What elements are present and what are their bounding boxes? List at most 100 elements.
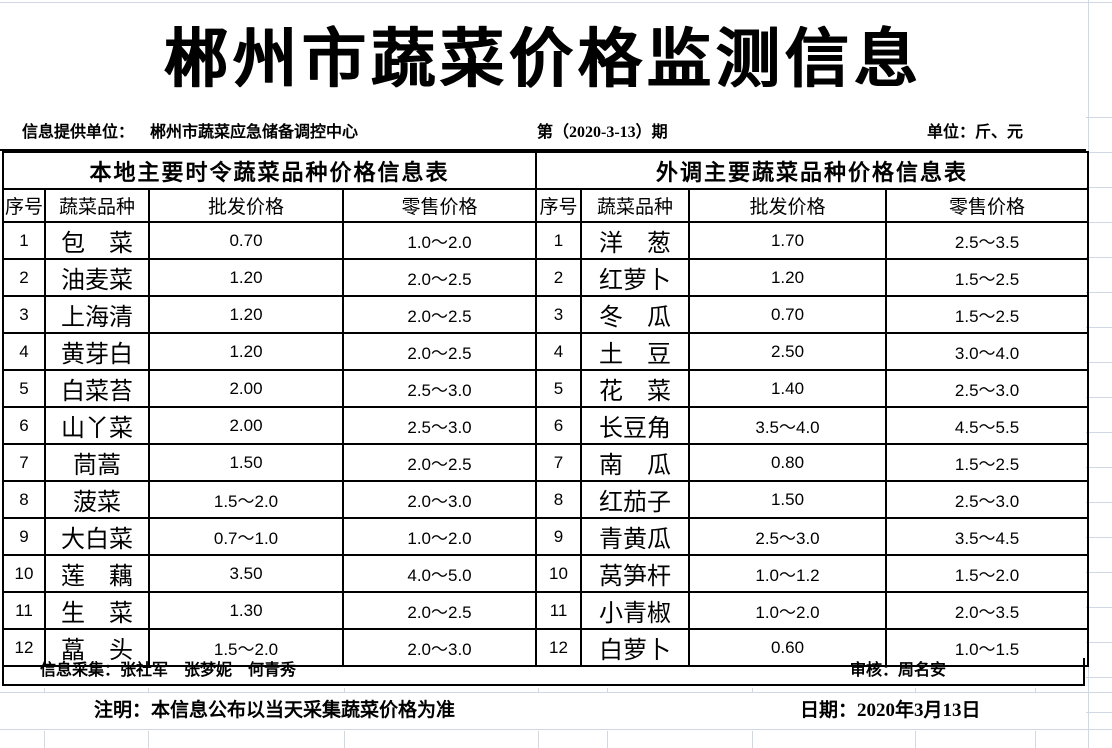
wholesale-price: 2.00 — [148, 369, 344, 408]
wholesale-price: 0.80 — [688, 443, 888, 482]
gridline-stub — [44, 731, 45, 748]
wholesale-price: 1.20 — [148, 295, 344, 334]
retail-price: 2.0～3.0 — [341, 628, 538, 667]
vegetable-name: 南 瓜 — [580, 443, 691, 482]
row-index: 3 — [2, 295, 46, 334]
gridlines-right-margin — [1086, 117, 1112, 718]
table-row: 8 红茄子 1.50 2.5～3.0 — [535, 480, 1090, 519]
retail-price: 1.0～1.5 — [885, 628, 1090, 667]
gridline-stub — [1035, 688, 1036, 692]
vegetable-name: 油麦菜 — [44, 258, 150, 297]
vegetable-name: 茼蒿 — [44, 443, 150, 482]
table-row: 3 上海清 1.20 2.0～2.5 — [2, 295, 538, 334]
vegetable-name: 花 菜 — [580, 369, 691, 408]
vegetable-name: 莴笋杆 — [580, 554, 691, 593]
table-row: 2 红萝卜 1.20 1.5～2.5 — [535, 258, 1090, 297]
retail-price: 2.0～2.5 — [341, 295, 538, 334]
table-row: 8 菠菜 1.5～2.0 2.0～3.0 — [2, 480, 538, 519]
retail-price: 2.0～3.5 — [885, 591, 1090, 630]
vegetable-name: 黄芽白 — [44, 332, 150, 371]
row-index: 6 — [2, 406, 46, 445]
gridline-top — [0, 2, 1112, 3]
wholesale-price: 1.20 — [688, 258, 888, 297]
row-index: 11 — [2, 591, 46, 630]
provider-name: 郴州市蔬菜应急储备调控中心 — [150, 124, 359, 141]
vegetable-name: 山丫菜 — [44, 406, 150, 445]
gridline-stub — [148, 688, 149, 692]
wholesale-price: 3.5～4.0 — [688, 406, 888, 445]
wholesale-price: 1.5～2.0 — [148, 628, 344, 667]
table-row: 4 黄芽白 1.20 2.0～2.5 — [2, 332, 538, 371]
table-row: 11 小青椒 1.0～2.0 2.0～3.5 — [535, 591, 1090, 630]
row-index: 12 — [535, 628, 583, 667]
row-index: 7 — [535, 443, 583, 482]
retail-price: 2.5～3.0 — [341, 406, 538, 445]
gridline-stub — [148, 731, 149, 748]
retail-price: 2.5～3.5 — [885, 221, 1090, 260]
wholesale-price: 1.30 — [148, 591, 344, 630]
vegetable-name: 上海清 — [44, 295, 150, 334]
vegetable-name: 洋 葱 — [580, 221, 691, 260]
table-row: 9 大白菜 0.7～1.0 1.0～2.0 — [2, 517, 538, 556]
vegetable-name: 菠菜 — [44, 480, 150, 519]
wholesale-price: 1.70 — [688, 221, 888, 260]
wholesale-price: 1.50 — [148, 443, 344, 482]
gridline-stub — [538, 688, 539, 692]
retail-price: 4.5～5.5 — [885, 406, 1090, 445]
row-index: 7 — [2, 443, 46, 482]
row-index: 10 — [2, 554, 46, 593]
retail-price: 1.5～2.5 — [885, 295, 1090, 334]
vegetable-name: 红萝卜 — [580, 258, 691, 297]
row-index: 8 — [2, 480, 46, 519]
row-index: 2 — [535, 258, 583, 297]
wholesale-price: 1.0～1.2 — [688, 554, 888, 593]
column-header: 批发价格 — [688, 188, 888, 223]
row-index: 11 — [535, 591, 583, 630]
wholesale-price: 3.50 — [148, 554, 344, 593]
wholesale-price: 2.50 — [688, 332, 888, 371]
vegetable-name: 藠 头 — [44, 628, 150, 667]
row-index: 2 — [2, 258, 46, 297]
wholesale-price: 1.20 — [148, 332, 344, 371]
table-row: 12 白萝卜 0.60 1.0～1.5 — [535, 628, 1090, 667]
row-index: 9 — [2, 517, 46, 556]
retail-price: 1.0～2.0 — [341, 221, 538, 260]
table-row: 6 长豆角 3.5～4.0 4.5～5.5 — [535, 406, 1090, 445]
wholesale-price: 2.00 — [148, 406, 344, 445]
retail-price: 1.5～2.0 — [885, 554, 1090, 593]
row-index: 10 — [535, 554, 583, 593]
row-index: 4 — [535, 332, 583, 371]
wholesale-price: 1.0～2.0 — [688, 591, 888, 630]
wholesale-price: 1.5～2.0 — [148, 480, 344, 519]
vegetable-name: 冬 瓜 — [580, 295, 691, 334]
table-row: 5 白菜苔 2.00 2.5～3.0 — [2, 369, 538, 408]
table-row: 6 山丫菜 2.00 2.5～3.0 — [2, 406, 538, 445]
vegetable-name: 莲 藕 — [44, 554, 150, 593]
retail-price: 2.5～3.0 — [885, 480, 1090, 519]
column-header: 蔬菜品种 — [44, 188, 150, 223]
retail-price: 2.5～3.0 — [341, 369, 538, 408]
vegetable-name: 白萝卜 — [580, 628, 691, 667]
wholesale-price: 0.70 — [688, 295, 888, 334]
column-header: 批发价格 — [148, 188, 344, 223]
retail-price: 3.5～4.5 — [885, 517, 1090, 556]
retail-price: 2.0～2.5 — [341, 591, 538, 630]
gridline-stub — [344, 731, 345, 748]
row-index: 6 — [535, 406, 583, 445]
row-index: 3 — [535, 295, 583, 334]
nonlocal-price-table: 外调主要蔬菜品种价格信息表 序号 蔬菜品种 批发价格 零售价格 1 洋 葱 1.70 2.5～3… — [535, 151, 1090, 667]
table-title: 外调主要蔬菜品种价格信息表 — [535, 151, 1090, 190]
retail-price: 3.0～4.0 — [885, 332, 1090, 371]
wholesale-price: 0.70 — [148, 221, 344, 260]
vegetable-name: 大白菜 — [44, 517, 150, 556]
retail-price: 2.0～3.0 — [341, 480, 538, 519]
vegetable-name: 土 豆 — [580, 332, 691, 371]
table-row: 10 莴笋杆 1.0～1.2 1.5～2.0 — [535, 554, 1090, 593]
row-index: 5 — [2, 369, 46, 408]
vegetable-name: 青黄瓜 — [580, 517, 691, 556]
retail-price: 1.5～2.5 — [885, 258, 1090, 297]
gridline-stub — [607, 731, 608, 748]
